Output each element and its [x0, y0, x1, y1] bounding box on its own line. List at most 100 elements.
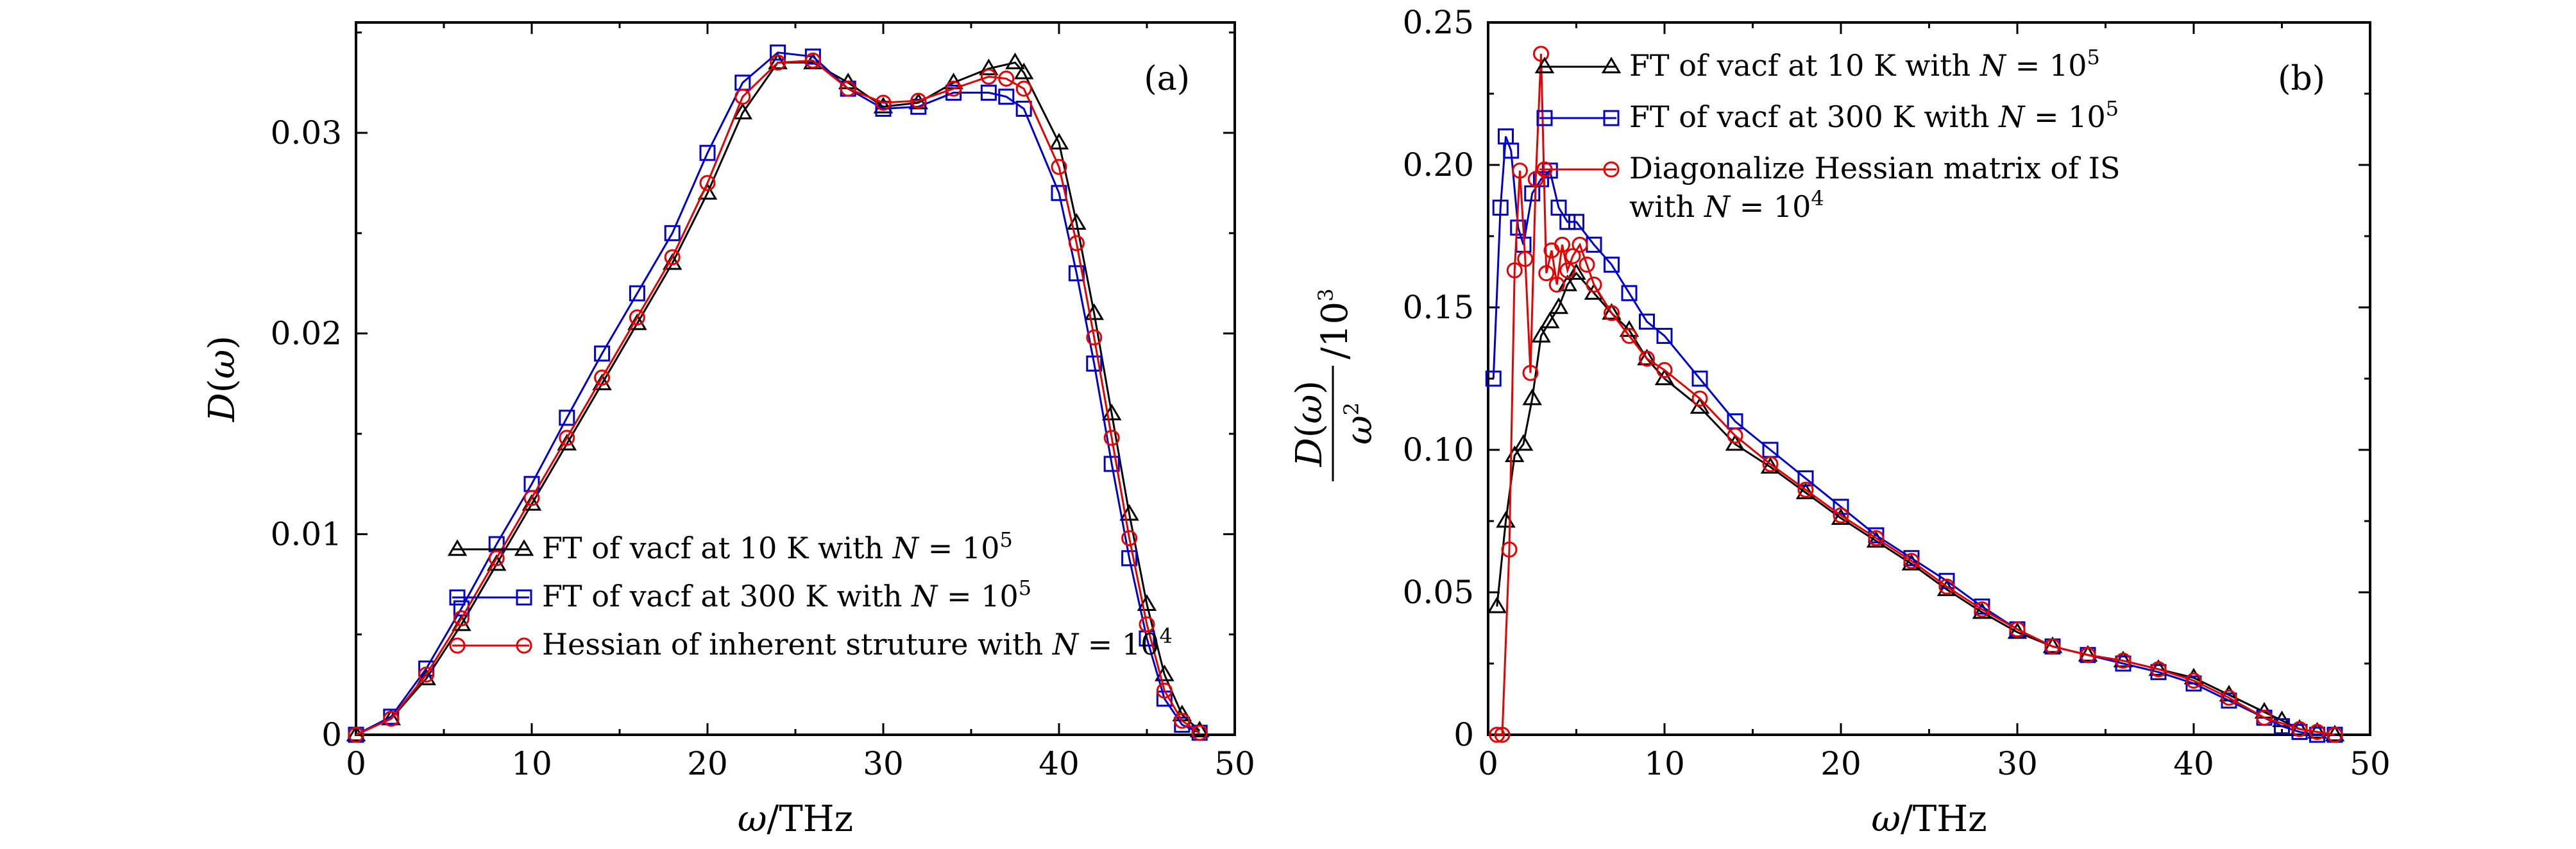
data-point [980, 84, 997, 101]
data-point [1797, 470, 1814, 486]
data-point [1656, 362, 1673, 379]
data-point [2326, 726, 2343, 743]
legend-entry: Hessian of inherent struture with N = 10… [449, 624, 1173, 662]
series-square [1485, 128, 2343, 743]
data-point [1579, 256, 1595, 273]
y-tick-label: 0 [321, 716, 342, 753]
x-tick-label: 10 [511, 745, 552, 782]
data-point [1485, 370, 1502, 387]
data-point [1548, 297, 1569, 314]
data-point [1568, 214, 1584, 230]
data-point [1015, 80, 1032, 97]
data-point [1492, 200, 1509, 216]
panel-label: (a) [1144, 60, 1190, 98]
data-point [1513, 434, 1534, 451]
data-point [1005, 52, 1025, 69]
legend: FT of vacf at 10 K with N = 105 FT of vac… [1534, 45, 2120, 224]
data-point [1604, 256, 1620, 273]
data-point [1690, 397, 1710, 414]
series-circle [1489, 46, 2343, 743]
legend-label: FT of vacf at 300 K with N = 105 [1629, 96, 2119, 134]
data-point [979, 58, 999, 76]
legend-entry: FT of vacf at 300 K with N = 105 [1536, 96, 2119, 134]
x-tick-label: 10 [1644, 745, 1685, 782]
x-tick-label: 0 [346, 745, 366, 782]
legend-marker [516, 589, 532, 606]
y-label-denominator: ω2 [1339, 402, 1380, 445]
data-point [768, 52, 788, 69]
data-point [1086, 329, 1103, 346]
data-point [998, 71, 1015, 87]
x-tick-label: 30 [1997, 745, 2038, 782]
data-point [416, 668, 436, 685]
x-tick-label: 50 [1214, 745, 1255, 782]
data-point [1538, 265, 1555, 282]
data-point [1049, 133, 1069, 150]
x-tick-label: 0 [1478, 745, 1498, 782]
data-point [1903, 553, 1920, 569]
data-point [2256, 709, 2273, 726]
legend-label: FT of vacf at 300 K with N = 105 [542, 576, 1031, 613]
data-point [1586, 276, 1602, 293]
data-point [1512, 162, 1528, 179]
data-point [699, 144, 716, 161]
data-point [1531, 325, 1551, 343]
data-point [1639, 350, 1655, 367]
data-point [1572, 236, 1588, 253]
data-point [1051, 185, 1067, 202]
data-point [629, 285, 645, 302]
data-point [1602, 303, 1622, 320]
data-point [1691, 390, 1708, 407]
data-point [2115, 653, 2131, 669]
data-point [1121, 550, 1138, 567]
data-point [1051, 159, 1067, 175]
series-line [1496, 53, 2335, 736]
legend-marker [1603, 110, 1620, 126]
y-tick-label: 0.05 [1403, 574, 1474, 611]
y-tick-label: 0.15 [1403, 289, 1474, 326]
data-point [2080, 647, 2096, 664]
data-point [1550, 200, 1567, 216]
series-circle [348, 52, 1208, 743]
legend: FT of vacf at 10 K with N = 105 FT of vac… [447, 527, 1173, 662]
data-point [1797, 481, 1814, 498]
series-line [1492, 136, 2335, 736]
data-point [1494, 726, 1511, 743]
legend-marker [1536, 161, 1553, 178]
data-point [1621, 327, 1638, 344]
data-point [1901, 553, 1922, 570]
data-point [594, 345, 611, 362]
data-point [1654, 368, 1675, 386]
data-point [2291, 721, 2308, 737]
data-point [1121, 530, 1138, 547]
data-point [383, 710, 400, 727]
data-point [1086, 356, 1103, 372]
data-point [1974, 601, 1990, 618]
legend-marker [447, 539, 468, 556]
y-tick-label: 0.20 [1403, 146, 1474, 184]
data-point [1103, 429, 1120, 446]
data-point [734, 89, 751, 105]
data-point [1554, 236, 1570, 253]
legend-label-line2: with N = 104 [1629, 186, 1824, 224]
data-point [2185, 673, 2202, 689]
x-tick-label: 20 [687, 745, 728, 782]
data-point [1068, 235, 1085, 252]
x-tick-label: 40 [2173, 745, 2214, 782]
legend-marker [449, 637, 466, 654]
data-point [559, 429, 575, 446]
data-point [1833, 499, 1849, 515]
data-point [1833, 507, 1849, 524]
data-point [2221, 689, 2237, 706]
legend-label: FT of vacf at 10 K with N = 105 [542, 527, 1013, 565]
data-point [1139, 616, 1155, 633]
data-point [1727, 427, 1743, 444]
data-point [875, 100, 892, 117]
legend-label: FT of vacf at 10 K with N = 105 [1629, 45, 2100, 83]
panel-label: (b) [2278, 60, 2325, 98]
data-point [664, 225, 681, 241]
data-point [1533, 46, 1549, 62]
data-point [1564, 248, 1581, 264]
x-tick-label: 30 [863, 745, 904, 782]
